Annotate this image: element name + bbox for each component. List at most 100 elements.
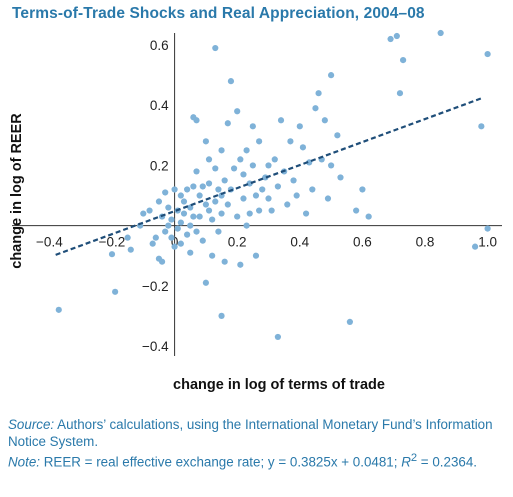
data-point (287, 138, 294, 145)
x-tick-label: 0.6 (353, 235, 372, 250)
data-point (112, 288, 119, 295)
data-point (234, 108, 241, 115)
x-tick-label: 1.0 (478, 235, 497, 250)
x-tick-label: 0.4 (290, 235, 309, 250)
data-point (265, 195, 272, 202)
data-point (302, 210, 310, 217)
data-point (252, 252, 260, 259)
data-point (184, 231, 191, 238)
data-point (221, 177, 228, 184)
data-point (193, 228, 200, 235)
data-point (240, 195, 247, 202)
data-point (224, 120, 231, 127)
data-point (108, 251, 116, 258)
source-text: Authors’ calculations, using the Interna… (8, 417, 493, 449)
data-point (215, 186, 222, 193)
data-point (243, 222, 250, 229)
data-point (328, 162, 335, 169)
tick-group: −0.4 −0.2 0 0.2 0.4 0.6 0.8 1.0 −0.4 −0.2 0.2 0.4 0.… (36, 38, 497, 354)
data-point (202, 138, 209, 145)
r2-exponent: 2 (410, 452, 418, 464)
data-point (162, 228, 169, 235)
data-point (353, 207, 360, 214)
data-point (177, 192, 184, 199)
data-point (259, 186, 266, 193)
data-point (240, 171, 247, 178)
data-point (177, 240, 184, 247)
x-tick-label: −0.2 (99, 235, 126, 250)
data-point (271, 156, 278, 163)
data-point (262, 174, 269, 181)
chart-title: Terms-of-Trade Shocks and Real Appreciat… (12, 5, 425, 22)
data-point (177, 219, 184, 226)
data-point (199, 237, 206, 244)
data-point (274, 183, 281, 190)
note-text-1: REER = real effective exchange rate; y =… (43, 454, 402, 470)
data-point (152, 234, 159, 241)
data-point (249, 162, 256, 169)
data-point (243, 147, 250, 154)
data-point (315, 90, 322, 97)
data-point (196, 192, 203, 199)
trend-line (55, 97, 482, 256)
data-point (221, 258, 228, 265)
data-point (174, 225, 181, 232)
data-point (168, 216, 175, 223)
data-point (190, 114, 197, 121)
data-point (268, 207, 275, 214)
data-point (277, 117, 285, 124)
data-point (218, 312, 225, 319)
data-point (184, 186, 191, 193)
data-point (484, 225, 491, 232)
chart-notes: Source: Authors’ calculations, using the… (8, 417, 508, 471)
data-point (199, 183, 206, 190)
data-point (155, 198, 163, 205)
data-point (158, 258, 166, 265)
data-point (146, 207, 153, 214)
y-tick-label: 0.6 (150, 38, 169, 53)
data-point (127, 246, 134, 253)
data-point (478, 123, 485, 130)
data-point (218, 210, 225, 217)
data-point (149, 240, 156, 247)
data-point (209, 216, 216, 223)
data-point (387, 35, 394, 43)
data-point (171, 186, 178, 193)
data-point (437, 29, 444, 37)
data-point (187, 204, 194, 211)
data-point (212, 44, 219, 52)
data-point (337, 174, 344, 181)
y-tick-label: −0.4 (142, 339, 169, 354)
y-tick-label: 0.2 (150, 158, 169, 173)
x-tick-label: 0.2 (228, 235, 247, 250)
data-point (202, 279, 209, 286)
data-point (290, 177, 297, 184)
definition-note: Note: REER = real effective exchange rat… (8, 450, 508, 471)
data-point (180, 198, 188, 205)
data-point (365, 213, 372, 220)
data-point (256, 138, 263, 145)
data-point (321, 117, 328, 124)
data-point (162, 189, 169, 196)
data-point (256, 207, 263, 214)
data-point (180, 210, 188, 217)
data-point (215, 228, 222, 235)
y-tick-label: 0.4 (150, 98, 169, 113)
x-axis-label: change in log of terms of trade (173, 377, 385, 393)
axes (12, 33, 502, 356)
data-point (224, 201, 231, 208)
data-point (168, 234, 175, 241)
source-note: Source: Authors’ calculations, using the… (8, 417, 508, 450)
data-point (140, 210, 147, 217)
data-point (484, 50, 491, 58)
data-point (346, 318, 353, 325)
data-point (196, 213, 203, 220)
data-point (246, 210, 253, 217)
data-point (237, 156, 244, 163)
data-point (218, 147, 225, 154)
data-point (309, 186, 316, 193)
x-tick-label: 0 (171, 235, 179, 250)
data-point (293, 192, 300, 199)
data-point (284, 201, 291, 208)
data-point (399, 56, 407, 64)
